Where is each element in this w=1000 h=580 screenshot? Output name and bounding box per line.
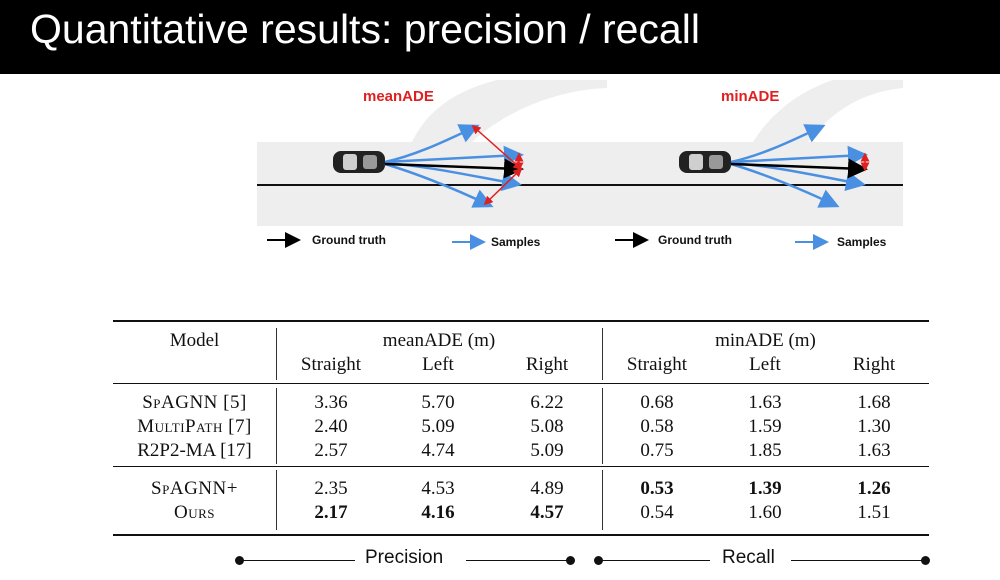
- table-cell: 0.54: [640, 502, 674, 523]
- minade-illustration: [603, 80, 903, 250]
- table-divider: [276, 470, 277, 530]
- sub-header: Right: [525, 354, 569, 375]
- sample-trajectory-4: [730, 162, 840, 208]
- model-name: R2P2-MA [17]: [137, 440, 252, 461]
- sub-header: Straight: [300, 354, 362, 375]
- results-table: Model meanADE (m) minADE (m) Straight Le…: [113, 320, 929, 536]
- car-icon: [679, 151, 731, 173]
- precision-label: Precision: [365, 547, 444, 568]
- table-cell: 1.68: [857, 392, 891, 413]
- car-icon: [333, 151, 385, 173]
- table-cell: 1.85: [748, 440, 782, 461]
- table-cell: 4.74: [421, 440, 455, 461]
- model-name: Ours: [173, 502, 215, 523]
- table-group-rule: [113, 466, 929, 467]
- sub-header: Left: [422, 354, 454, 375]
- table-cell: 4.89: [530, 478, 564, 499]
- sub-header: Straight: [626, 354, 688, 375]
- table-cell-best: 1.26: [857, 478, 891, 499]
- slide-title: Quantitative results: precision / recall: [30, 6, 700, 52]
- model-name: MultiPath [7]: [137, 416, 252, 437]
- recall-range-line: [599, 560, 710, 561]
- table-cell-best: 0.53: [640, 478, 674, 499]
- error-line-3: [483, 167, 523, 206]
- table-header-rule: [113, 383, 929, 384]
- table-cell: 2.35: [314, 478, 348, 499]
- table-top-rule: [113, 320, 929, 322]
- table-cell: 2.40: [314, 416, 348, 437]
- table-cell: 0.75: [640, 440, 674, 461]
- table-cell: 1.51: [857, 502, 891, 523]
- road-curve: [412, 80, 607, 142]
- table-bottom-rule: [113, 534, 929, 536]
- sub-header: Left: [749, 354, 781, 375]
- table-divider: [602, 470, 603, 530]
- table-cell: 5.08: [530, 416, 564, 437]
- precision-start-dot: [235, 556, 244, 565]
- road-curve: [753, 80, 903, 142]
- sample-trajectory-2: [730, 145, 868, 166]
- table-cell: 0.68: [640, 392, 674, 413]
- model-column-header: Model: [169, 330, 220, 351]
- group-header-meanade: meanADE (m): [382, 330, 496, 351]
- meanade-diagram: meanADE Ground truth Samples: [257, 80, 607, 280]
- legend-ground-truth: Ground truth: [658, 233, 732, 247]
- table-divider: [602, 328, 603, 380]
- table-cell: 6.22: [530, 392, 564, 413]
- table-cell-best: 1.39: [748, 478, 782, 499]
- table-cell: 1.30: [857, 416, 891, 437]
- minade-diagram: minADE Ground truth Samples: [603, 80, 903, 280]
- table-cell-best: 4.57: [530, 502, 564, 523]
- table-cell: 3.36: [314, 392, 348, 413]
- precision-range-line: [240, 560, 355, 561]
- table-cell: 1.63: [857, 440, 891, 461]
- sample-trajectory-1: [384, 124, 480, 164]
- recall-start-dot: [594, 556, 603, 565]
- title-bar: Quantitative results: precision / recall: [0, 0, 1000, 74]
- sample-trajectory-1: [730, 124, 826, 164]
- meanade-label: meanADE: [363, 88, 434, 105]
- legend-samples: Samples: [837, 235, 887, 249]
- table-cell: 5.09: [421, 416, 455, 437]
- sub-header: Right: [852, 354, 896, 375]
- table-cell-best: 4.16: [421, 502, 455, 523]
- table-cell: 5.70: [421, 392, 455, 413]
- recall-range-line: [791, 560, 925, 561]
- table-cell: 2.57: [314, 440, 348, 461]
- recall-label: Recall: [722, 547, 775, 568]
- table-cell: 5.09: [530, 440, 564, 461]
- group-header-minade: minADE (m): [715, 330, 816, 351]
- precision-range-line: [466, 560, 570, 561]
- ground-truth-trajectory: [730, 158, 868, 179]
- recall-end-dot: [921, 556, 930, 565]
- table-cell-best: 2.17: [314, 502, 348, 523]
- table-cell: 1.60: [748, 502, 782, 523]
- model-name: SpAGNN+: [151, 478, 238, 499]
- table-cell: 0.58: [640, 416, 674, 437]
- minade-label: minADE: [721, 88, 780, 105]
- table-cell: 1.63: [748, 392, 782, 413]
- error-line-1: [471, 125, 523, 170]
- legend-ground-truth: Ground truth: [312, 233, 386, 247]
- table-cell: 1.59: [748, 416, 782, 437]
- table-divider: [602, 388, 603, 464]
- model-name: SpAGNN [5]: [142, 392, 247, 413]
- table-divider: [276, 388, 277, 464]
- table-divider: [276, 328, 277, 380]
- table-cell: 4.53: [421, 478, 455, 499]
- precision-end-dot: [566, 556, 575, 565]
- meanade-illustration: [257, 80, 607, 250]
- legend-samples: Samples: [491, 235, 541, 249]
- sample-trajectory-4: [384, 162, 494, 208]
